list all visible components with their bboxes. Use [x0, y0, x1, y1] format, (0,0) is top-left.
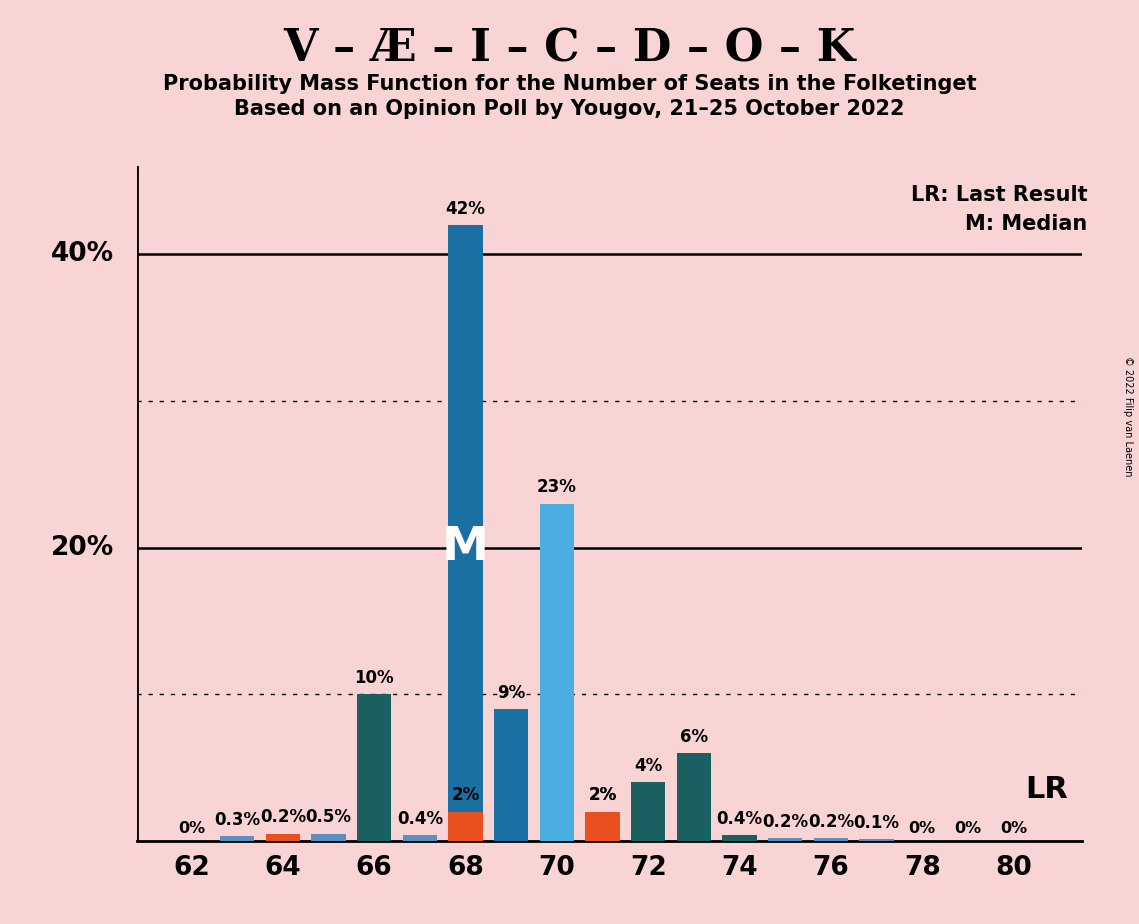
Text: 0%: 0% [954, 821, 982, 835]
Text: 0.1%: 0.1% [853, 814, 900, 832]
Text: © 2022 Filip van Laenen: © 2022 Filip van Laenen [1123, 356, 1132, 476]
Bar [813, 838, 849, 841]
Text: 0.2%: 0.2% [762, 812, 809, 831]
Text: 42%: 42% [445, 200, 485, 218]
Bar [265, 838, 300, 841]
Text: 0.4%: 0.4% [716, 809, 763, 828]
Text: LR: Last Result: LR: Last Result [911, 185, 1088, 205]
Text: 23%: 23% [536, 479, 576, 496]
Bar [722, 835, 756, 841]
Text: 2%: 2% [451, 786, 480, 804]
Bar [265, 833, 300, 841]
Bar [540, 504, 574, 841]
Bar [677, 753, 711, 841]
Text: 0%: 0% [909, 821, 936, 835]
Text: Based on an Opinion Poll by Yougov, 21–25 October 2022: Based on an Opinion Poll by Yougov, 21–2… [235, 99, 904, 119]
Bar [311, 833, 345, 841]
Bar [403, 835, 437, 841]
Text: 9%: 9% [497, 684, 525, 701]
Text: M: M [442, 525, 489, 570]
Text: 0%: 0% [178, 821, 205, 835]
Text: 20%: 20% [50, 535, 114, 561]
Text: 0.3%: 0.3% [214, 811, 260, 829]
Text: 40%: 40% [51, 241, 114, 267]
Bar [494, 709, 528, 841]
Text: 4%: 4% [634, 757, 662, 775]
Bar [768, 838, 802, 841]
Text: 2%: 2% [589, 786, 616, 804]
Text: 0.5%: 0.5% [305, 808, 352, 826]
Text: LR: LR [1025, 775, 1068, 804]
Bar [585, 811, 620, 841]
Text: 0.2%: 0.2% [260, 808, 306, 826]
Text: 0%: 0% [1000, 821, 1027, 835]
Bar [860, 839, 894, 841]
Bar [631, 783, 665, 841]
Text: 10%: 10% [354, 669, 394, 687]
Text: 6%: 6% [680, 727, 708, 746]
Text: Probability Mass Function for the Number of Seats in the Folketinget: Probability Mass Function for the Number… [163, 74, 976, 94]
Bar [585, 811, 620, 841]
Text: M: Median: M: Median [966, 214, 1088, 235]
Text: 2%: 2% [589, 786, 616, 804]
Bar [449, 811, 483, 841]
Text: 0.4%: 0.4% [396, 809, 443, 828]
Bar [220, 836, 254, 841]
Text: 0.2%: 0.2% [808, 812, 854, 831]
Text: V – Æ – I – C – D – O – K: V – Æ – I – C – D – O – K [284, 28, 855, 71]
Bar [357, 694, 392, 841]
Bar [449, 225, 483, 841]
